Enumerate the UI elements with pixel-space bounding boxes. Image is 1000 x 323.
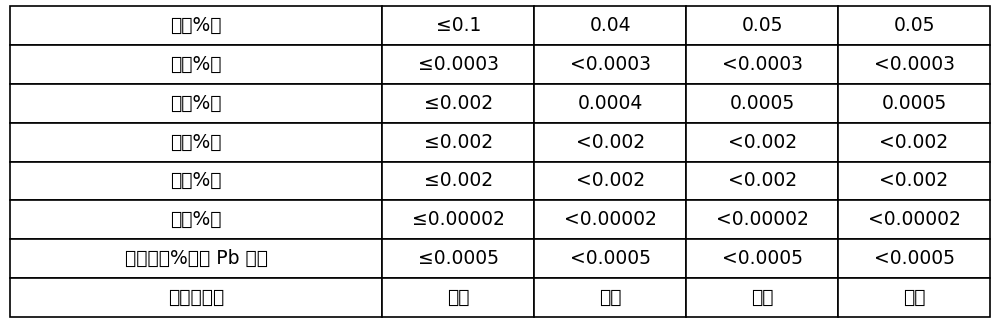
Text: 钇（%）: 钇（%） bbox=[170, 172, 222, 190]
Text: 重金属（%，以 Pb 计）: 重金属（%，以 Pb 计） bbox=[125, 249, 268, 268]
Text: ≤0.002: ≤0.002 bbox=[424, 172, 493, 190]
Bar bbox=[10, 239, 382, 278]
Bar bbox=[382, 123, 534, 162]
Text: 还原性物质: 还原性物质 bbox=[168, 288, 224, 307]
Text: 0.0005: 0.0005 bbox=[881, 94, 947, 113]
Text: <0.0003: <0.0003 bbox=[570, 55, 651, 74]
Bar bbox=[534, 84, 686, 123]
Bar bbox=[382, 278, 534, 317]
Text: <0.0003: <0.0003 bbox=[874, 55, 955, 74]
Text: 合格: 合格 bbox=[751, 288, 773, 307]
Bar bbox=[686, 239, 838, 278]
Text: <0.0005: <0.0005 bbox=[722, 249, 803, 268]
Bar bbox=[686, 45, 838, 84]
Text: <0.002: <0.002 bbox=[879, 133, 949, 151]
Text: <0.002: <0.002 bbox=[576, 172, 645, 190]
Bar bbox=[10, 162, 382, 200]
Bar bbox=[686, 162, 838, 200]
Text: 硃（%）: 硃（%） bbox=[170, 210, 222, 229]
Text: 0.05: 0.05 bbox=[741, 16, 783, 35]
Bar bbox=[838, 6, 990, 45]
Text: 钓（%）: 钓（%） bbox=[170, 16, 222, 35]
Text: 0.04: 0.04 bbox=[589, 16, 631, 35]
Text: ≤0.002: ≤0.002 bbox=[424, 94, 493, 113]
Text: ≤0.00002: ≤0.00002 bbox=[412, 210, 505, 229]
Text: 0.0004: 0.0004 bbox=[578, 94, 643, 113]
Text: <0.002: <0.002 bbox=[576, 133, 645, 151]
Bar bbox=[686, 84, 838, 123]
Bar bbox=[382, 6, 534, 45]
Bar bbox=[382, 162, 534, 200]
Text: <0.00002: <0.00002 bbox=[716, 210, 809, 229]
Text: 合格: 合格 bbox=[903, 288, 925, 307]
Text: ≤0.002: ≤0.002 bbox=[424, 133, 493, 151]
Bar bbox=[686, 200, 838, 239]
Text: 镁（%）: 镁（%） bbox=[170, 94, 222, 113]
Text: 0.0005: 0.0005 bbox=[730, 94, 795, 113]
Bar bbox=[10, 45, 382, 84]
Bar bbox=[838, 162, 990, 200]
Bar bbox=[534, 200, 686, 239]
Text: <0.002: <0.002 bbox=[879, 172, 949, 190]
Bar bbox=[686, 278, 838, 317]
Bar bbox=[10, 84, 382, 123]
Bar bbox=[838, 45, 990, 84]
Bar bbox=[838, 239, 990, 278]
Bar bbox=[534, 239, 686, 278]
Text: <0.00002: <0.00002 bbox=[868, 210, 960, 229]
Text: <0.0005: <0.0005 bbox=[874, 249, 955, 268]
Text: <0.002: <0.002 bbox=[728, 133, 797, 151]
Text: <0.00002: <0.00002 bbox=[564, 210, 657, 229]
Text: ≤0.1: ≤0.1 bbox=[436, 16, 481, 35]
Bar bbox=[838, 278, 990, 317]
Bar bbox=[534, 123, 686, 162]
Bar bbox=[534, 278, 686, 317]
Bar bbox=[686, 123, 838, 162]
Bar bbox=[838, 84, 990, 123]
Text: <0.0005: <0.0005 bbox=[570, 249, 651, 268]
Bar bbox=[534, 6, 686, 45]
Text: 铁（%）: 铁（%） bbox=[170, 55, 222, 74]
Bar bbox=[382, 45, 534, 84]
Bar bbox=[534, 45, 686, 84]
Bar bbox=[10, 6, 382, 45]
Bar bbox=[838, 200, 990, 239]
Text: 钙（%）: 钙（%） bbox=[170, 133, 222, 151]
Bar bbox=[382, 200, 534, 239]
Bar bbox=[382, 84, 534, 123]
Bar bbox=[10, 123, 382, 162]
Bar bbox=[686, 6, 838, 45]
Text: 0.05: 0.05 bbox=[893, 16, 935, 35]
Bar bbox=[10, 200, 382, 239]
Text: ≤0.0005: ≤0.0005 bbox=[418, 249, 499, 268]
Text: ≤0.0003: ≤0.0003 bbox=[418, 55, 499, 74]
Text: 合格: 合格 bbox=[599, 288, 622, 307]
Bar bbox=[10, 278, 382, 317]
Bar bbox=[838, 123, 990, 162]
Text: <0.002: <0.002 bbox=[728, 172, 797, 190]
Bar bbox=[382, 239, 534, 278]
Text: 合格: 合格 bbox=[447, 288, 470, 307]
Bar bbox=[534, 162, 686, 200]
Text: <0.0003: <0.0003 bbox=[722, 55, 803, 74]
